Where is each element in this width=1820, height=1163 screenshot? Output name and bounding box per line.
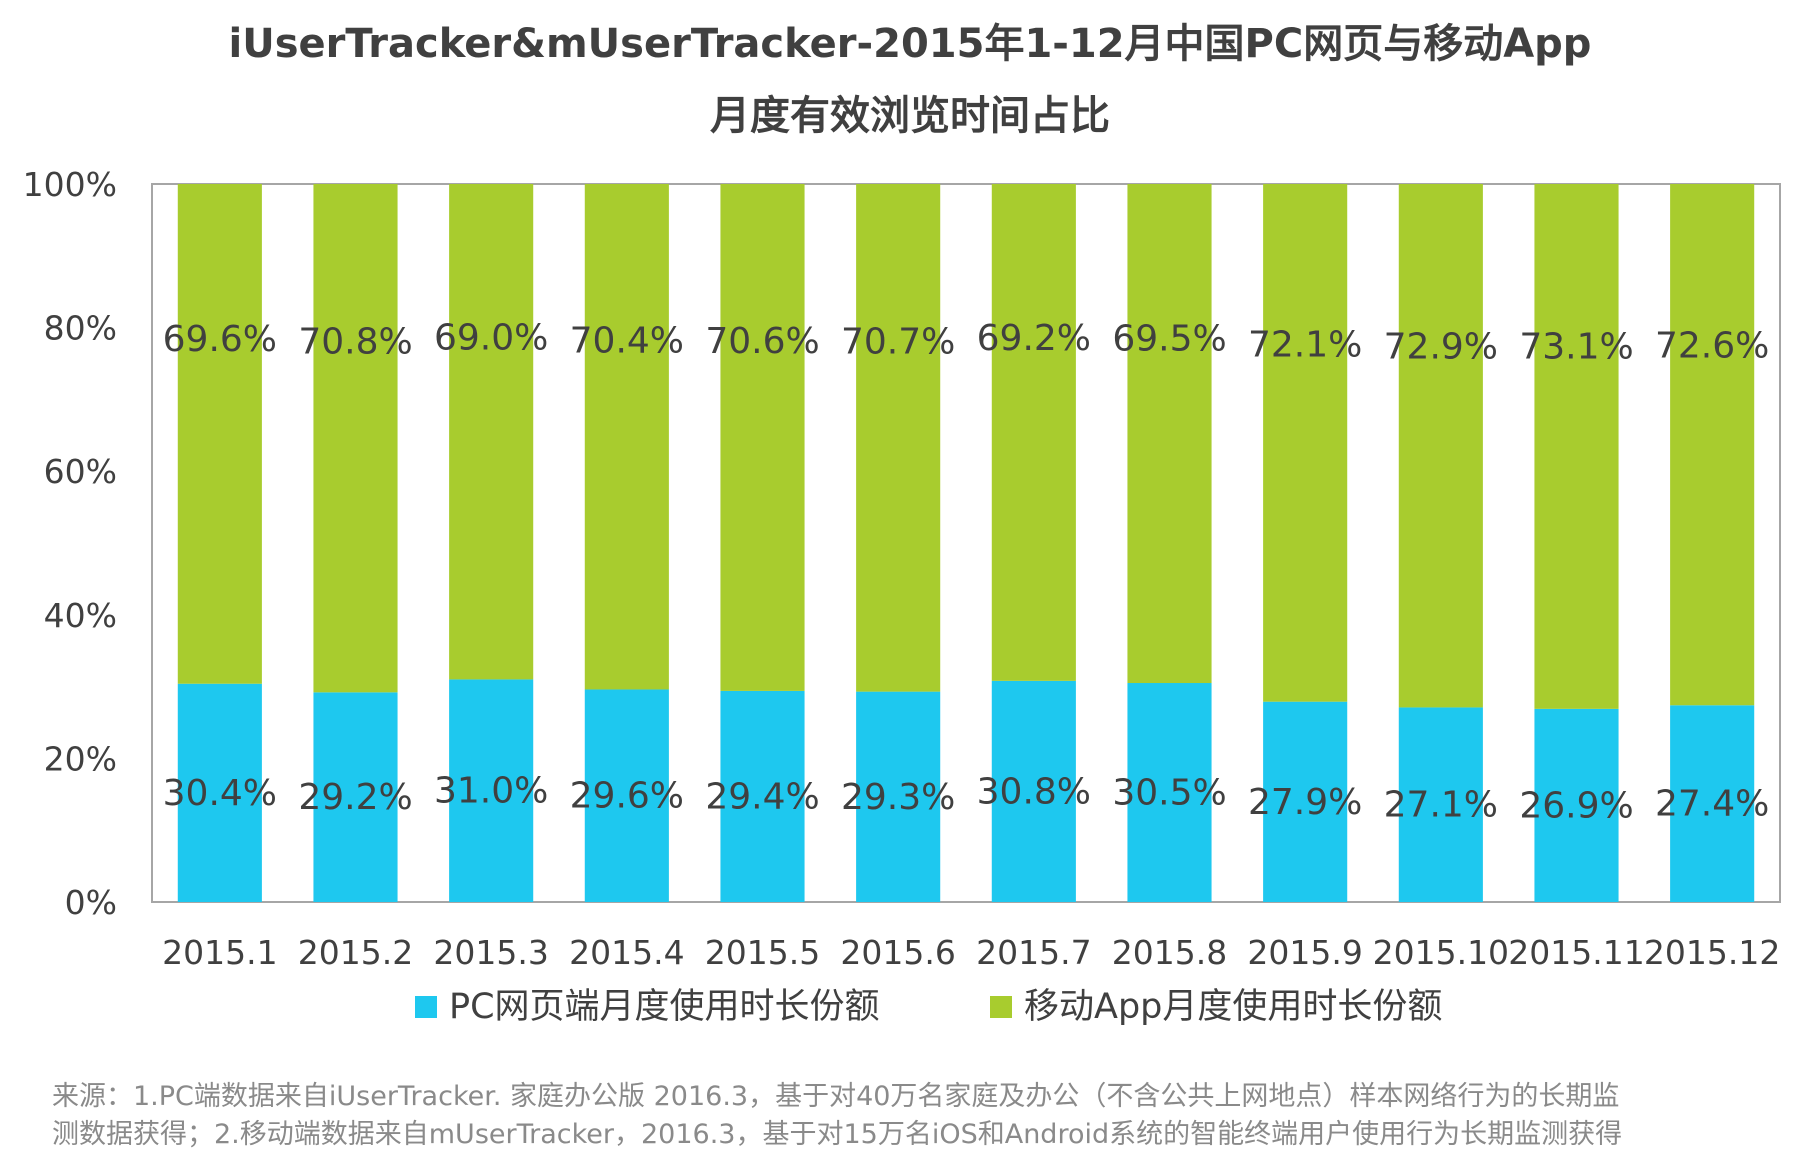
data-label: 70.8% bbox=[298, 322, 412, 363]
data-label: 72.9% bbox=[1384, 326, 1498, 367]
bar-mobile bbox=[1534, 184, 1619, 709]
y-axis: 0% 20% 40% 60% 80% 100% bbox=[23, 165, 117, 922]
x-tick-label: 2015.11 bbox=[1508, 933, 1644, 972]
source-line-1: 来源：1.PC端数据来自iUserTracker. 家庭办公版 2016.3，基… bbox=[52, 1081, 1620, 1112]
bar-mobile bbox=[1127, 184, 1212, 684]
data-label: 70.6% bbox=[705, 321, 819, 362]
data-labels: 30.4% 69.6% 29.2% 70.8% 31.0% 69.0% 29.6% 70.4%… bbox=[163, 318, 1770, 827]
x-axis: 2015.1 2015.2 2015.3 2015.4 2015.5 2015.6 2015… bbox=[162, 933, 1780, 972]
source-line-2: 测数据获得；2.移动端数据来自mUserTracker，2016.3，基于对15… bbox=[52, 1119, 1623, 1150]
legend-swatch-pc bbox=[415, 996, 437, 1018]
x-tick-label: 2015.3 bbox=[433, 933, 548, 972]
bar-mobile bbox=[177, 184, 262, 684]
x-tick-label: 2015.2 bbox=[298, 933, 413, 972]
bar-mobile bbox=[1398, 184, 1483, 708]
data-label: 72.1% bbox=[1248, 324, 1362, 365]
data-label: 73.1% bbox=[1519, 327, 1633, 368]
data-label: 26.9% bbox=[1519, 785, 1633, 826]
bar-pc bbox=[1127, 683, 1212, 902]
bar-mobile bbox=[313, 184, 398, 693]
x-tick-label: 2015.12 bbox=[1644, 933, 1780, 972]
bar-mobile bbox=[856, 184, 941, 692]
bar-pc bbox=[1534, 708, 1619, 902]
x-tick-label: 2015.7 bbox=[976, 933, 1091, 972]
bar-group bbox=[177, 184, 1755, 902]
legend-label-pc: PC网页端月度使用时长份额 bbox=[449, 987, 880, 1027]
data-label: 69.0% bbox=[434, 318, 548, 359]
legend-label-mobile: 移动App月度使用时长份额 bbox=[1024, 987, 1442, 1027]
bar-mobile bbox=[1263, 184, 1348, 702]
bar-mobile bbox=[991, 184, 1076, 681]
y-tick-label: 40% bbox=[44, 596, 117, 635]
chart-subtitle: 月度有效浏览时间占比 bbox=[710, 93, 1110, 139]
data-label: 29.6% bbox=[570, 776, 684, 817]
bar-pc bbox=[856, 691, 941, 902]
data-label: 69.5% bbox=[1112, 319, 1226, 360]
data-label: 72.6% bbox=[1655, 326, 1769, 367]
stacked-bar-chart: 0%20%40%60%80%100% 2015.1 2015.2 2015.3 201… bbox=[23, 165, 1781, 1027]
x-tick-label: 2015.1 bbox=[162, 933, 277, 972]
y-tick-label: 0% bbox=[65, 883, 117, 922]
legend-swatch-mobile bbox=[990, 996, 1012, 1018]
data-label: 30.5% bbox=[1112, 773, 1226, 814]
data-label: 69.6% bbox=[163, 319, 277, 360]
y-tick-label: 100% bbox=[23, 165, 117, 204]
data-label: 27.1% bbox=[1384, 785, 1498, 826]
data-label: 27.9% bbox=[1248, 782, 1362, 823]
data-label: 27.4% bbox=[1655, 784, 1769, 825]
bar-pc bbox=[1263, 701, 1348, 902]
source-note: 来源：1.PC端数据来自iUserTracker. 家庭办公版 2016.3，基… bbox=[52, 1078, 1802, 1154]
x-tick-label: 2015.6 bbox=[840, 933, 955, 972]
data-label: 29.3% bbox=[841, 777, 955, 818]
chart-title-block: iUserTracker&mUserTracker-2015年1-12月中国PC… bbox=[0, 8, 1820, 152]
data-label: 30.4% bbox=[163, 773, 277, 814]
bar-pc bbox=[177, 683, 262, 902]
bar-pc bbox=[449, 679, 534, 902]
bar-mobile bbox=[720, 184, 805, 691]
data-label: 70.7% bbox=[841, 321, 955, 362]
bar-mobile bbox=[584, 184, 669, 690]
bar-pc bbox=[720, 690, 805, 902]
bar-mobile bbox=[1670, 184, 1755, 706]
x-tick-label: 2015.10 bbox=[1373, 933, 1509, 972]
bar-pc bbox=[1398, 707, 1483, 902]
bar-mobile bbox=[449, 184, 534, 680]
data-label: 69.2% bbox=[977, 318, 1091, 359]
bar-pc bbox=[991, 680, 1076, 902]
y-tick-label: 60% bbox=[44, 452, 117, 491]
bar-pc bbox=[584, 689, 669, 902]
y-tick-label: 80% bbox=[44, 309, 117, 348]
data-label: 30.8% bbox=[977, 771, 1091, 812]
chart-title: iUserTracker&mUserTracker-2015年1-12月中国PC… bbox=[228, 21, 1592, 67]
data-label: 31.0% bbox=[434, 771, 548, 812]
plot-area-frame bbox=[151, 183, 1781, 903]
legend: PC网页端月度使用时长份额 移动App月度使用时长份额 bbox=[415, 987, 1442, 1027]
data-label: 29.4% bbox=[705, 776, 819, 817]
x-tick-label: 2015.4 bbox=[569, 933, 684, 972]
y-tick-label: 20% bbox=[44, 739, 117, 778]
x-tick-label: 2015.9 bbox=[1247, 933, 1362, 972]
x-tick-label: 2015.5 bbox=[705, 933, 820, 972]
data-label: 70.4% bbox=[570, 321, 684, 362]
data-label: 29.2% bbox=[298, 777, 412, 818]
x-tick-label: 2015.8 bbox=[1112, 933, 1227, 972]
bar-pc bbox=[313, 692, 398, 902]
bar-pc bbox=[1670, 705, 1755, 902]
